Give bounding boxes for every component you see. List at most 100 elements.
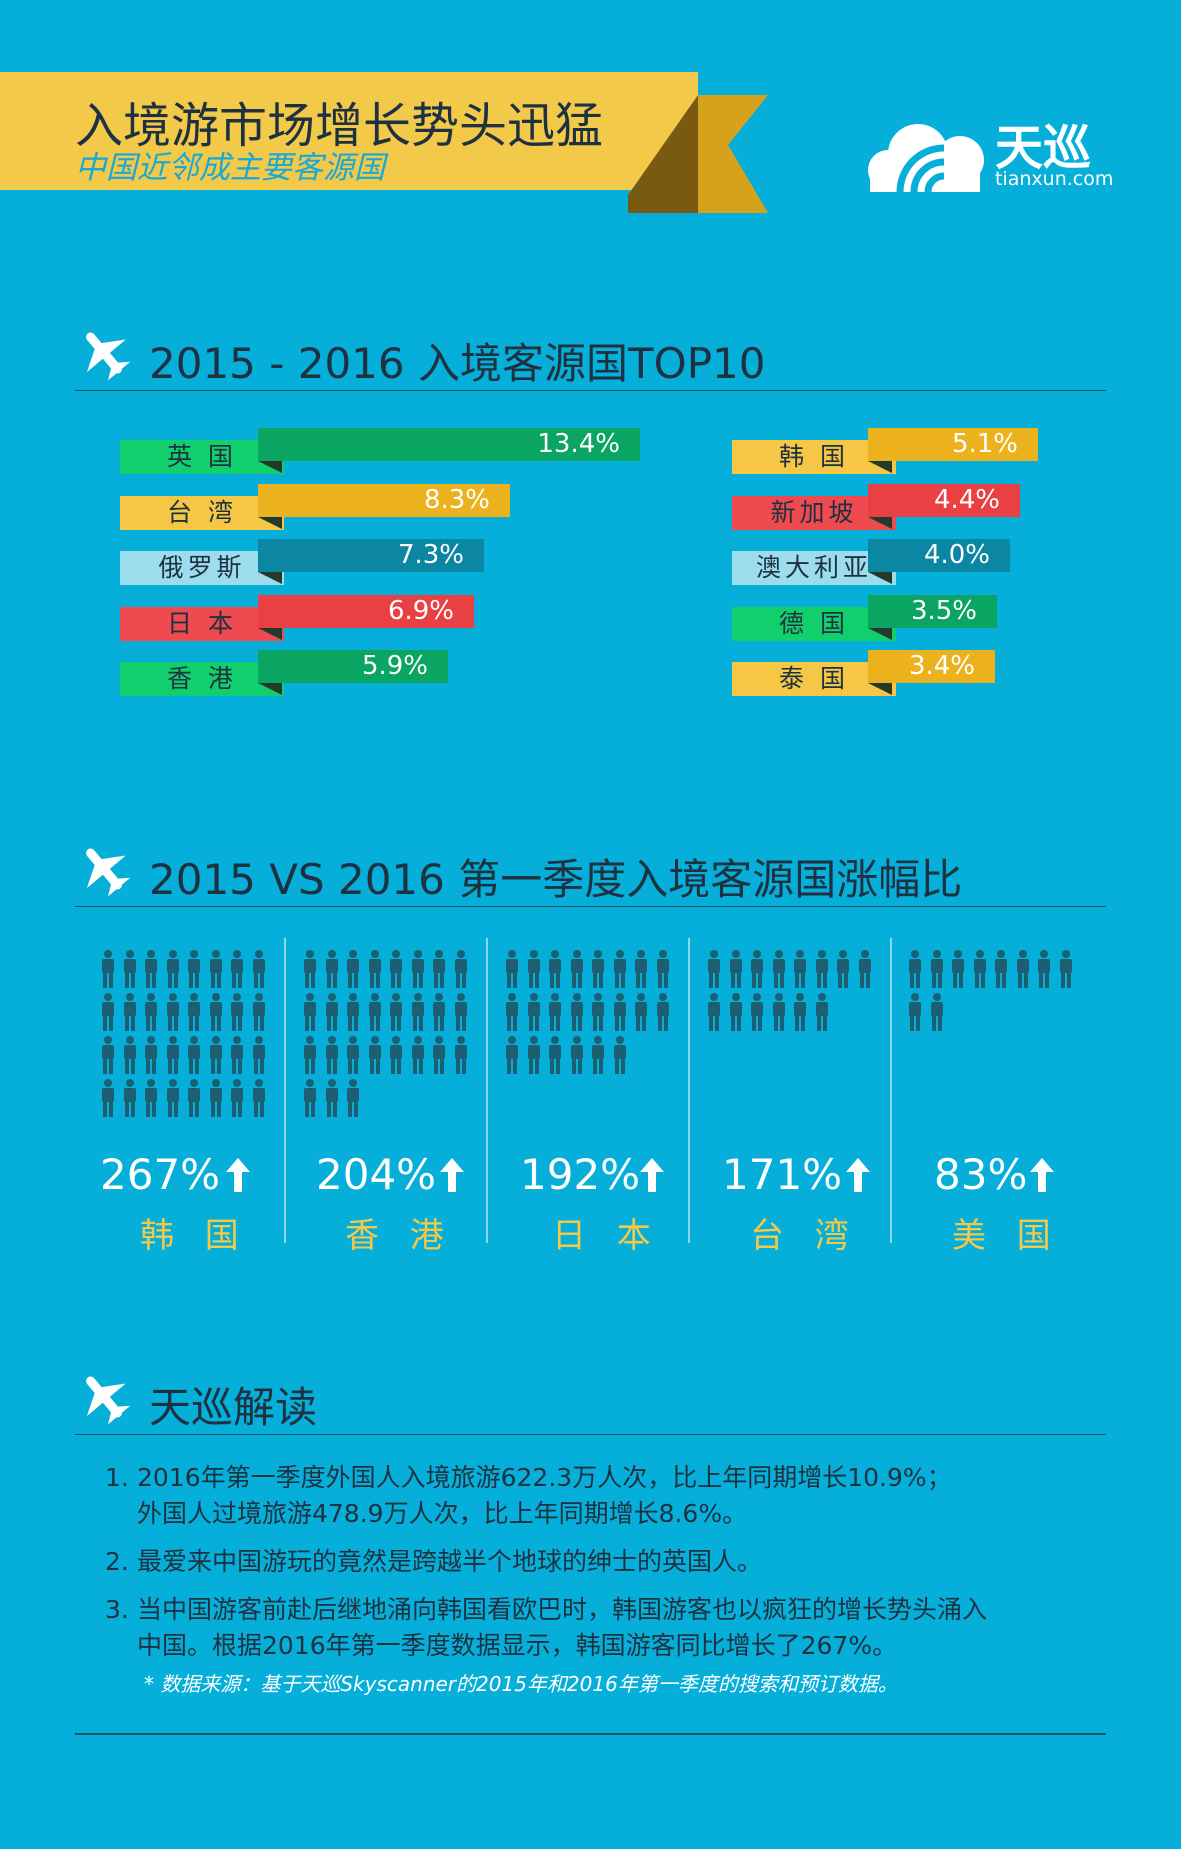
person-icon (208, 950, 224, 992)
person-icon (251, 1036, 267, 1078)
note-item: 2. 最爱来中国游玩的竟然是跨越半个地球的绅士的英国人。 (105, 1544, 1085, 1580)
bar-fold (868, 461, 892, 473)
person-icon (100, 1036, 116, 1078)
person-icon (208, 1036, 224, 1078)
person-icon (324, 993, 340, 1035)
value-bar: 3.5% (868, 594, 997, 628)
growth-percent: 83% (934, 1150, 1028, 1199)
growth-percent: 204% (316, 1150, 437, 1199)
person-icon (302, 950, 318, 992)
person-icon (929, 950, 945, 992)
person-icon (655, 993, 671, 1035)
value-bar: 3.4% (868, 650, 995, 683)
growth-percent: 192% (520, 1150, 641, 1199)
growth-country-label: 美 国 (952, 1216, 1061, 1256)
person-icon (122, 950, 138, 992)
person-icon (655, 950, 671, 992)
person-icon (251, 993, 267, 1035)
person-icon (706, 993, 722, 1035)
section-top10-title: 2015 - 2016 入境客源国TOP10 (149, 339, 766, 388)
person-icon (547, 950, 563, 992)
person-icon (547, 1036, 563, 1078)
person-icon (792, 950, 808, 992)
person-icon (569, 993, 585, 1035)
person-icon (431, 950, 447, 992)
person-icon (186, 1079, 202, 1121)
person-icon (345, 993, 361, 1035)
person-icon (950, 950, 966, 992)
person-icon (835, 950, 851, 992)
person-icon (907, 993, 923, 1035)
growth-chart: 267% 韩 国 204% 香 港 192% 日 本 171% 台 湾 83% 美 国 (100, 938, 1074, 1256)
person-icon (122, 1036, 138, 1078)
person-icon (229, 950, 245, 992)
page-subtitle: 中国近邻成主要客源国 (75, 150, 385, 186)
column-divider (486, 938, 488, 1243)
data-source-note: * 数据来源：基于天巡Skyscanner的2015年和2016年第一季度的搜索… (144, 1672, 898, 1696)
person-icon (431, 993, 447, 1035)
logo-name: 天巡 (995, 120, 1092, 176)
person-icon (1036, 950, 1052, 992)
person-icon (165, 1036, 181, 1078)
person-icon (208, 993, 224, 1035)
up-arrow-icon (640, 1158, 664, 1192)
value-bar: 5.9% (258, 650, 448, 683)
person-icon (165, 1079, 181, 1121)
country-label: 俄罗斯 (120, 551, 284, 585)
person-icon (229, 993, 245, 1035)
note-number: 1. (105, 1463, 129, 1492)
person-icon (857, 950, 873, 992)
value-bar: 4.4% (868, 483, 1020, 517)
note-line: 中国。根据2016年第一季度数据显示，韩国游客同比增长了267%。 (137, 1631, 898, 1660)
bar-fold (868, 516, 892, 529)
logo-url: tianxun.com (995, 168, 1114, 190)
note-item: 1. 2016年第一季度外国人入境旅游622.3万人次，比上年同期增长10.9%… (105, 1460, 1085, 1532)
section-growth-title: 2015 VS 2016 第一季度入境客源国涨幅比 (149, 855, 963, 904)
person-icon (590, 950, 606, 992)
person-icon (302, 1079, 318, 1121)
person-icon (367, 1036, 383, 1078)
growth-percent: 267% (100, 1150, 221, 1199)
growth-percent: 171% (722, 1150, 843, 1199)
person-icon (504, 993, 520, 1035)
person-icon (1058, 950, 1074, 992)
value-bar: 4.0% (868, 539, 1010, 572)
person-icon (208, 1079, 224, 1121)
person-icon (431, 1036, 447, 1078)
person-icon (100, 993, 116, 1035)
person-icon (771, 993, 787, 1035)
person-icon (612, 1036, 628, 1078)
person-icon (814, 950, 830, 992)
person-icon (345, 950, 361, 992)
person-icon (728, 950, 744, 992)
country-label: 日 本 (120, 606, 284, 641)
person-icon (1015, 950, 1031, 992)
person-icon (410, 950, 426, 992)
bar-fold (258, 627, 282, 640)
person-icon (143, 993, 159, 1035)
growth-country-label: 香 港 (345, 1216, 454, 1256)
person-icon (814, 993, 830, 1035)
person-icon (526, 1036, 542, 1078)
person-icon (526, 993, 542, 1035)
country-label: 台 湾 (120, 495, 284, 530)
person-icon (229, 1079, 245, 1121)
airplane-icon (86, 332, 131, 381)
person-icon (410, 993, 426, 1035)
growth-country-label: 台 湾 (750, 1216, 859, 1256)
value-bar: 7.3% (258, 539, 484, 572)
person-icon (590, 1036, 606, 1078)
analysis-notes: 1. 2016年第一季度外国人入境旅游622.3万人次，比上年同期增长10.9%… (105, 1460, 1085, 1676)
growth-country-label: 日 本 (552, 1216, 661, 1256)
person-icon (633, 950, 649, 992)
person-icon (345, 1079, 361, 1121)
person-icon (547, 993, 563, 1035)
section-top10-heading: 2015 - 2016 入境客源国TOP10 (75, 318, 1106, 391)
bar-fold (868, 627, 892, 640)
person-icon (907, 950, 923, 992)
note-line: 最爱来中国游玩的竟然是跨越半个地球的绅士的英国人。 (137, 1547, 763, 1576)
person-icon (302, 1036, 318, 1078)
note-number: 3. (105, 1595, 129, 1624)
note-line: 外国人过境旅游478.9万人次，比上年同期增长8.6%。 (137, 1499, 748, 1528)
